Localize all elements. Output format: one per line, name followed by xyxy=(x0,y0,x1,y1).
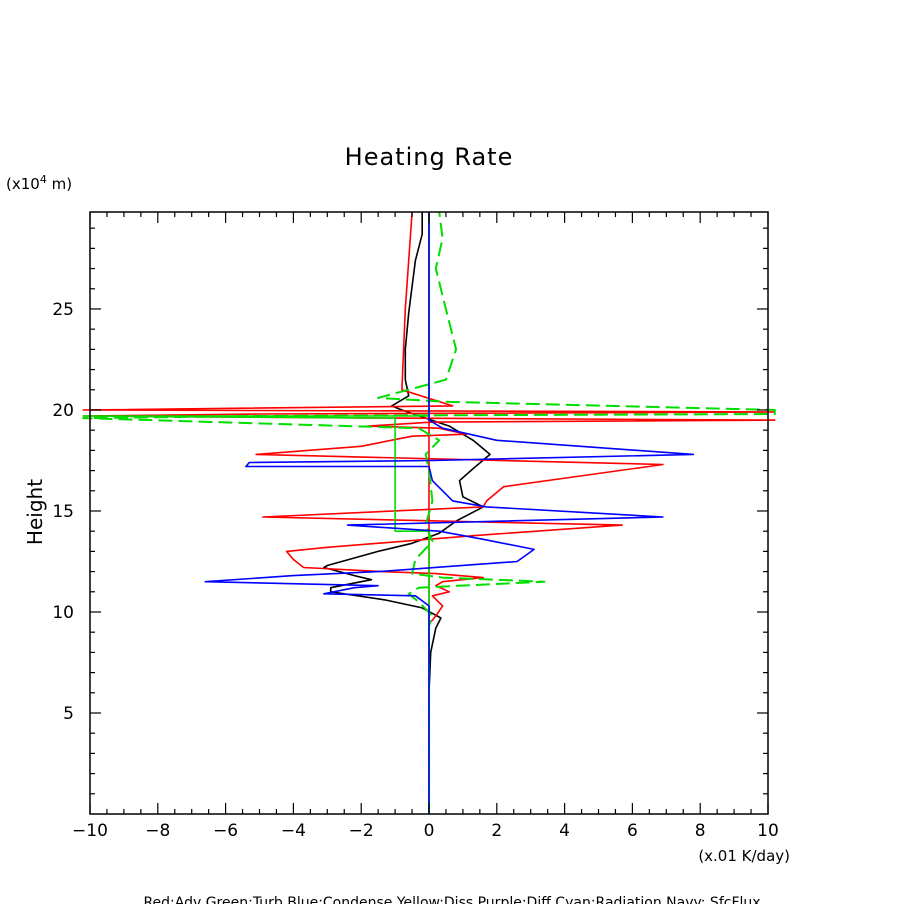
x-tick-label: 8 xyxy=(695,821,706,841)
chart-title: Heating Rate xyxy=(345,143,514,171)
x-tick-label: 2 xyxy=(491,821,502,841)
y-unit-label: (x104 m) xyxy=(6,173,72,193)
series-line-turb xyxy=(82,211,776,814)
axes-layer: −10 −8 −6 −4 −2 0 2 4 6 8 10 5 10 15 20 25 xyxy=(52,211,779,841)
x-tick-label: 10 xyxy=(757,821,779,841)
series-line-adv xyxy=(82,211,776,814)
legend-caption: Red:Adv Green:Turb Blue:Condense Yellow:… xyxy=(143,895,760,904)
x-tick-label: −10 xyxy=(72,821,108,841)
x-tick-label: −2 xyxy=(349,821,374,841)
series-line-turb2 xyxy=(82,212,430,814)
x-tick-label: −8 xyxy=(145,821,170,841)
y-tick-label: 5 xyxy=(63,704,74,724)
x-axis-unit-label: (x.01 K/day) xyxy=(698,847,790,865)
y-axis-title: Height xyxy=(23,479,47,545)
x-tick-label: −6 xyxy=(213,821,238,841)
series-line-condense xyxy=(204,212,695,814)
x-tick-label: 0 xyxy=(424,821,435,841)
x-tick-label: 6 xyxy=(627,821,638,841)
x-tick-label: 4 xyxy=(559,821,570,841)
series-layer xyxy=(82,211,776,814)
x-tick-label: −4 xyxy=(281,821,306,841)
y-tick-label: 15 xyxy=(52,502,74,522)
y-tick-label: 20 xyxy=(52,401,74,421)
y-tick-label: 25 xyxy=(52,300,74,320)
y-tick-label: 10 xyxy=(52,603,74,623)
